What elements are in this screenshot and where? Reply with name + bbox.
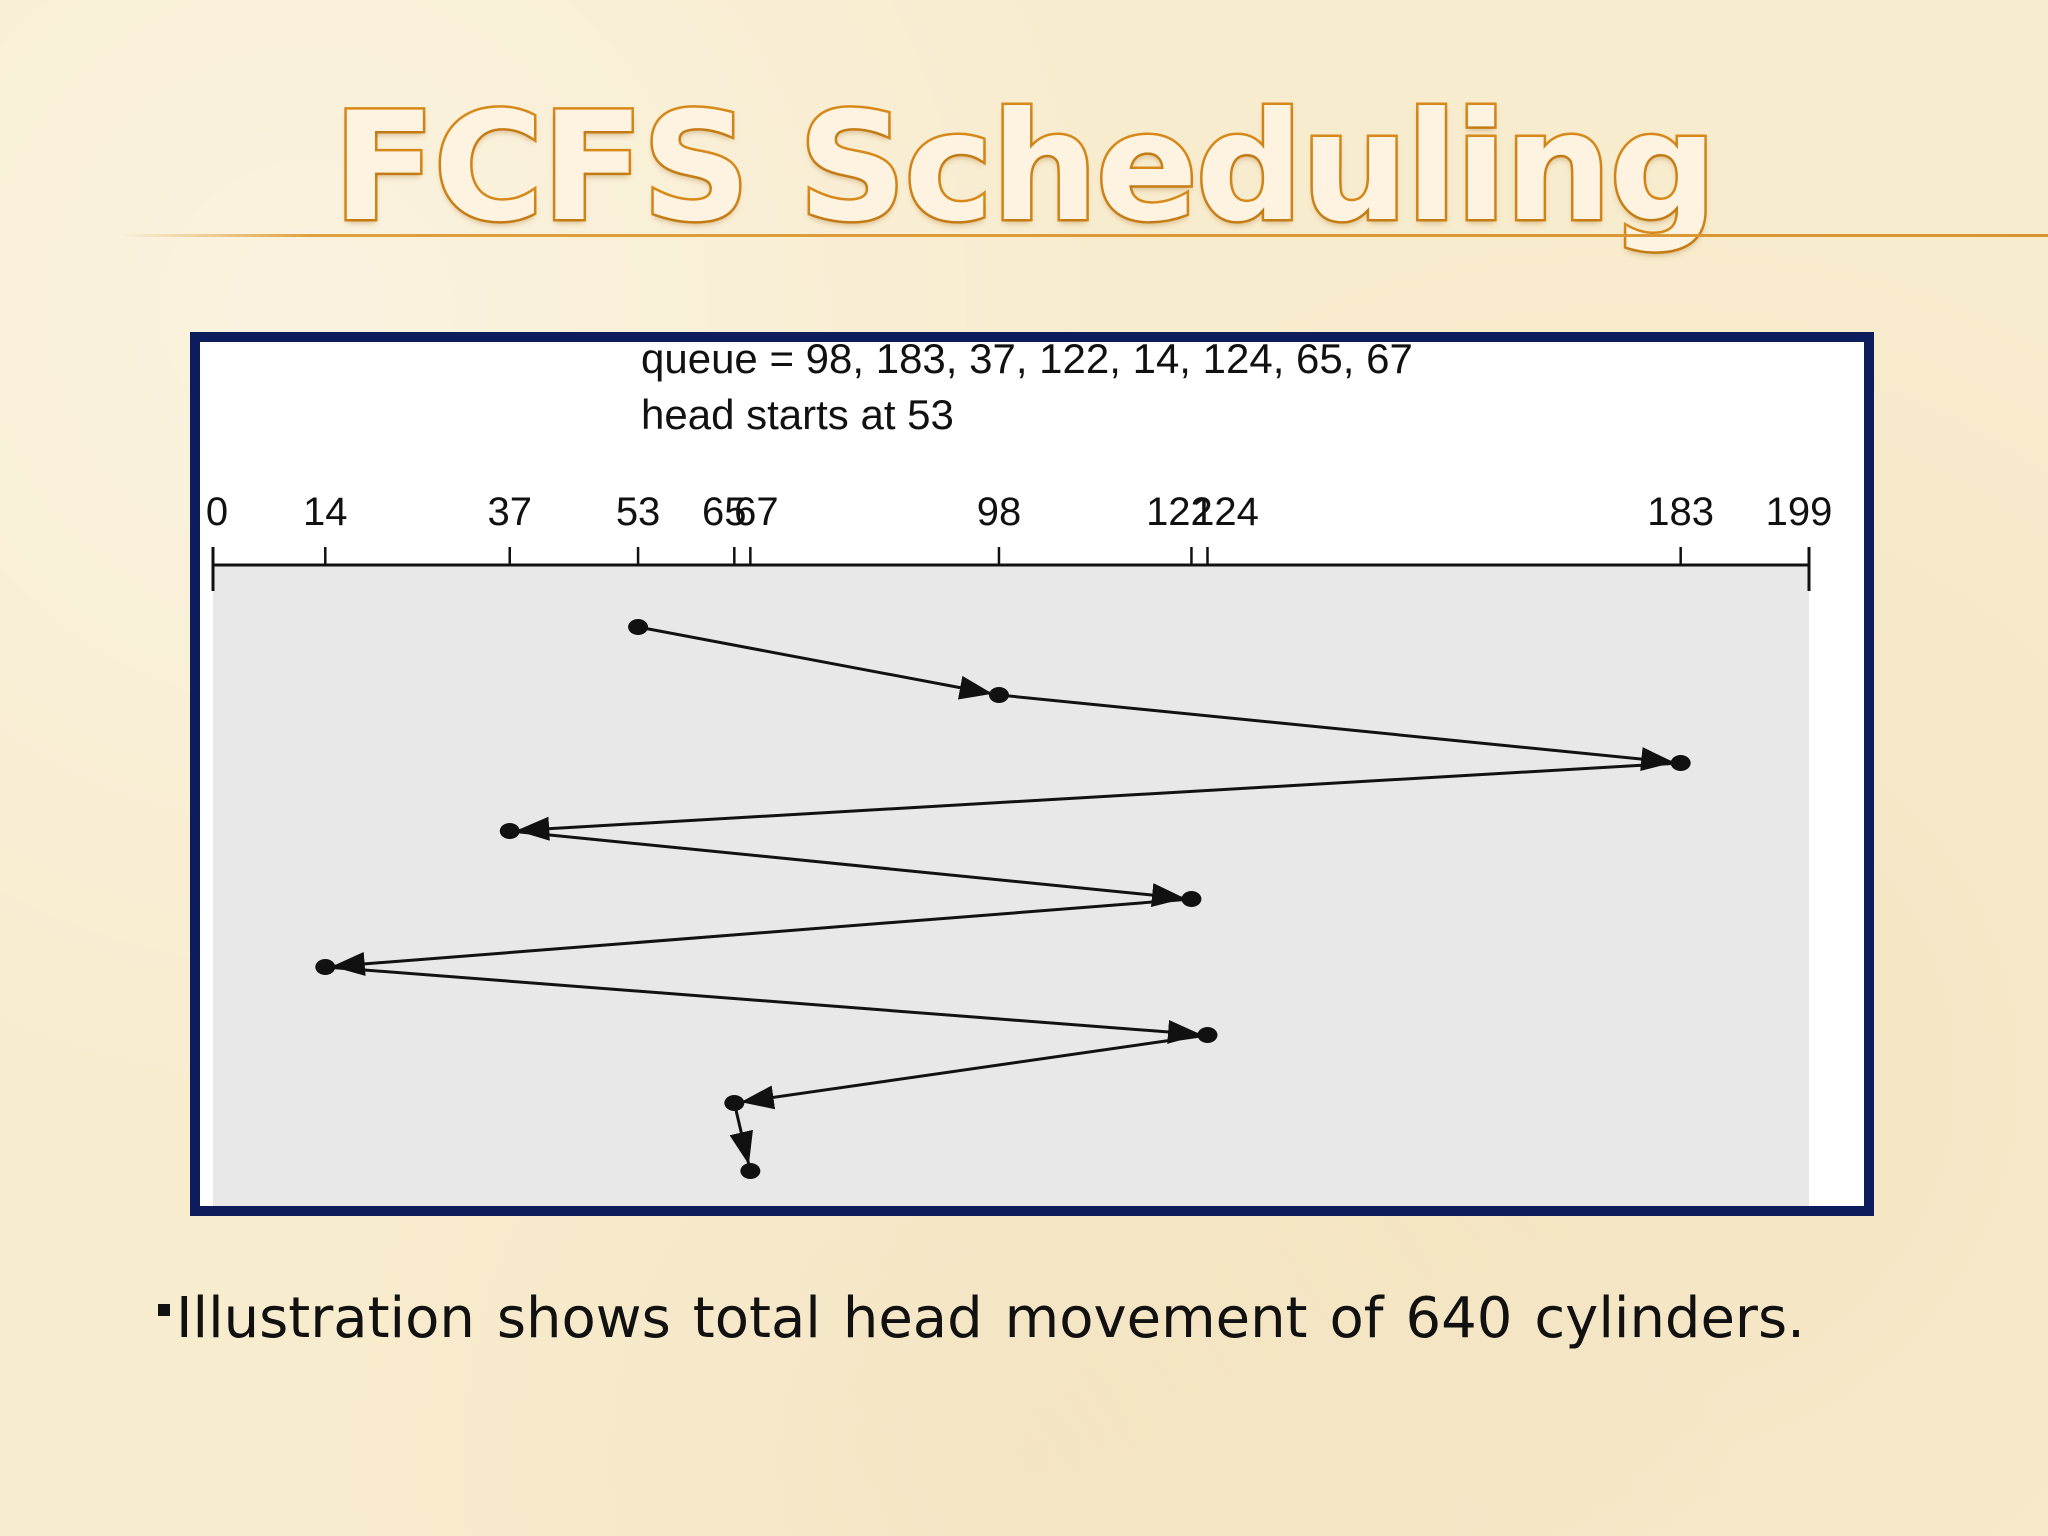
fcfs-diagram: queue = 98, 183, 37, 122, 14, 124, 65, 6… (206, 342, 1833, 1206)
title-divider (120, 234, 2048, 237)
movement-arrow (516, 761, 1681, 841)
head-position-dot (724, 1095, 745, 1111)
tick-label: 53 (616, 490, 661, 534)
head-movement-path (315, 619, 1691, 1179)
total-movement-value: 640 (1405, 1286, 1513, 1351)
tick-label: 67 (734, 490, 779, 534)
caption-word: total (692, 1286, 821, 1351)
slide-title: FCFS Scheduling (331, 81, 1720, 255)
movement-arrow (325, 965, 1202, 1044)
caption-word: head (842, 1286, 983, 1351)
bullet-square-icon (158, 1304, 170, 1316)
caption-word: Illustration (176, 1286, 475, 1351)
movement-arrow (998, 693, 1675, 772)
head-position-dot (315, 959, 336, 975)
movement-arrow (637, 625, 993, 700)
caption-word: movement (1004, 1286, 1308, 1351)
caption-bullet-point: Illustration shows total head movement of 640 c… (158, 1286, 1805, 1351)
head-start-label: head starts at 53 (641, 391, 954, 438)
caption-word: shows (496, 1286, 671, 1351)
tick-label: 124 (1192, 490, 1259, 534)
plot-area (213, 565, 1809, 1206)
movement-arrow (729, 1102, 753, 1165)
caption-word: cylinders. (1534, 1286, 1805, 1351)
movement-arrow (331, 897, 1192, 976)
head-position-dot (1181, 891, 1202, 907)
tick-label: 65 (702, 490, 747, 534)
tick-label: 183 (1647, 490, 1714, 534)
head-position-dot (988, 687, 1009, 703)
head-position-dot (1197, 1027, 1218, 1043)
caption-word: of (1329, 1286, 1384, 1351)
movement-arrow (509, 829, 1185, 908)
head-position-dot (1670, 755, 1691, 771)
queue-label: queue = 98, 183, 37, 122, 14, 124, 65, 6… (641, 342, 1413, 382)
tick-label: 122 (1146, 490, 1213, 534)
tick-label: 98 (977, 490, 1022, 534)
head-position-dot (499, 823, 520, 839)
tick-label: 199 (1766, 490, 1833, 534)
tick-label: 14 (303, 490, 348, 534)
head-position-dot (628, 619, 649, 635)
head-position-dot (740, 1163, 761, 1179)
tick-label: 37 (487, 490, 532, 534)
movement-arrow (740, 1033, 1208, 1110)
tick-label: 0 (206, 490, 228, 534)
diagram-frame: queue = 98, 183, 37, 122, 14, 124, 65, 6… (190, 332, 1874, 1216)
